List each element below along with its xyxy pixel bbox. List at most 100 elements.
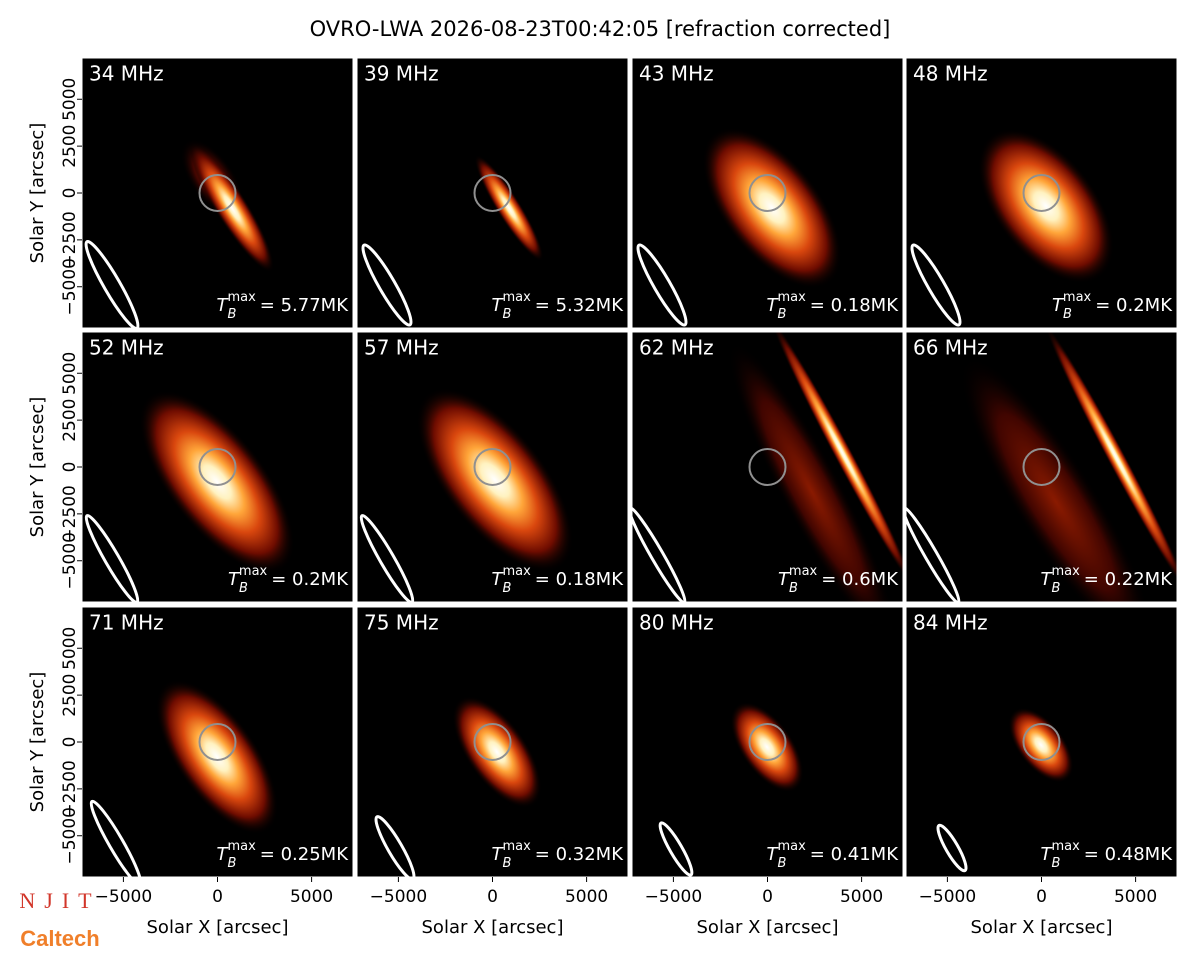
annotation-text: = 0.6MK bbox=[821, 569, 899, 590]
y-tick-label: −5000 bbox=[60, 258, 80, 316]
y-tick-label: 5000 bbox=[60, 352, 80, 395]
panel bbox=[906, 58, 1177, 328]
x-tick-label: 0 bbox=[762, 887, 773, 907]
solar-disk bbox=[1022, 723, 1061, 761]
annotation: TBmax = 0.2MK bbox=[228, 564, 349, 596]
solar-disk bbox=[473, 174, 512, 212]
solar-disk bbox=[473, 448, 512, 486]
x-tick-label: −5000 bbox=[370, 887, 428, 907]
y-tick-label: 5000 bbox=[60, 627, 80, 670]
emission bbox=[730, 701, 804, 793]
annotation-text: = 0.22MK bbox=[1084, 569, 1173, 590]
annotation-text: = 0.32MK bbox=[535, 844, 624, 865]
solar-disk bbox=[198, 723, 237, 761]
y-tick-label: 0 bbox=[60, 737, 80, 748]
panel-title: 62 MHz bbox=[639, 336, 714, 360]
solar-disk bbox=[748, 448, 787, 486]
x-axis-label: Solar X [arcsec] bbox=[147, 917, 289, 938]
panel bbox=[82, 58, 353, 328]
x-tick-label: 5000 bbox=[840, 887, 883, 907]
emission bbox=[959, 356, 1153, 602]
figure-title: OVRO-LWA 2026-08-23T00:42:05 [refraction… bbox=[310, 17, 891, 41]
y-tick-label: 2500 bbox=[60, 398, 80, 441]
annotation-symbol: T bbox=[1041, 569, 1054, 590]
panel bbox=[906, 332, 1177, 602]
x-tick-label: 0 bbox=[1036, 887, 1047, 907]
annotation-subscript: B bbox=[503, 581, 512, 596]
annotation-symbol: T bbox=[492, 844, 505, 865]
emission bbox=[139, 390, 295, 574]
annotation-text: = 0.18MK bbox=[810, 295, 899, 316]
annotation-subscript: B bbox=[239, 581, 248, 596]
panel bbox=[632, 58, 903, 328]
solar-disk bbox=[1022, 448, 1061, 486]
annotation-superscript: max bbox=[1063, 290, 1092, 305]
annotation-text: = 5.32MK bbox=[535, 295, 624, 316]
y-tick-label: 0 bbox=[60, 188, 80, 199]
x-axis-label: Solar X [arcsec] bbox=[422, 917, 564, 938]
annotation-text: = 0.2MK bbox=[271, 569, 349, 590]
y-tick-label: −2500 bbox=[60, 760, 80, 818]
annotation-superscript: max bbox=[239, 564, 268, 579]
emission bbox=[416, 388, 574, 572]
logo-njit: NJIT bbox=[19, 888, 100, 913]
annotation-superscript: max bbox=[1051, 839, 1080, 854]
annotation-subscript: B bbox=[228, 307, 237, 322]
x-tick-label: −5000 bbox=[919, 887, 977, 907]
y-tick-label: 5000 bbox=[60, 78, 80, 121]
x-tick-label: 5000 bbox=[565, 887, 608, 907]
annotation-symbol: T bbox=[217, 295, 230, 316]
emission bbox=[1045, 332, 1177, 590]
logo-caltech: Caltech bbox=[20, 926, 99, 951]
x-tick-label: 5000 bbox=[1114, 887, 1157, 907]
beam bbox=[374, 815, 416, 877]
annotation-superscript: max bbox=[789, 564, 818, 579]
annotation-subscript: B bbox=[1052, 856, 1061, 871]
beam bbox=[658, 821, 694, 877]
beam bbox=[636, 243, 688, 327]
panel bbox=[357, 332, 628, 602]
x-tick-label: −5000 bbox=[645, 887, 703, 907]
panel bbox=[357, 607, 628, 877]
beam bbox=[84, 514, 140, 602]
solar-disk bbox=[1022, 174, 1061, 212]
beam bbox=[910, 243, 962, 327]
annotation: TBmax = 0.6MK bbox=[778, 564, 899, 596]
annotation-superscript: max bbox=[777, 290, 806, 305]
annotation-symbol: T bbox=[228, 569, 241, 590]
annotation-superscript: max bbox=[227, 839, 256, 854]
panel-title: 71 MHz bbox=[89, 611, 164, 635]
solar-disk bbox=[748, 174, 787, 212]
x-tick-label: −5000 bbox=[95, 887, 153, 907]
panel-frame bbox=[631, 331, 904, 603]
emission bbox=[771, 332, 903, 585]
annotation-symbol: T bbox=[492, 295, 505, 316]
emission bbox=[452, 696, 542, 808]
annotation-subscript: B bbox=[778, 856, 787, 871]
annotation: TBmax = 0.18MK bbox=[492, 564, 625, 596]
annotation-symbol: T bbox=[767, 844, 780, 865]
annotation: TBmax = 0.18MK bbox=[767, 290, 900, 322]
panel bbox=[632, 607, 903, 877]
panel bbox=[82, 607, 353, 877]
x-tick-label: 5000 bbox=[290, 887, 333, 907]
annotation: TBmax = 0.22MK bbox=[1041, 564, 1174, 596]
annotation-subscript: B bbox=[1063, 307, 1072, 322]
beam bbox=[359, 514, 415, 602]
emission bbox=[1008, 707, 1074, 783]
panel-title: 57 MHz bbox=[364, 336, 439, 360]
annotation: TBmax = 0.41MK bbox=[767, 839, 900, 871]
panel-title: 75 MHz bbox=[364, 611, 439, 635]
y-tick-label: −5000 bbox=[60, 807, 80, 865]
panel-frame bbox=[905, 57, 1178, 329]
beam bbox=[361, 243, 413, 327]
panel bbox=[357, 58, 628, 328]
solar-disk bbox=[198, 174, 237, 212]
annotation-superscript: max bbox=[502, 839, 531, 854]
panel-title: 66 MHz bbox=[913, 336, 988, 360]
beam bbox=[936, 823, 968, 873]
annotation: TBmax = 5.32MK bbox=[492, 290, 625, 322]
panel bbox=[82, 332, 353, 602]
panel-frame bbox=[356, 331, 629, 603]
